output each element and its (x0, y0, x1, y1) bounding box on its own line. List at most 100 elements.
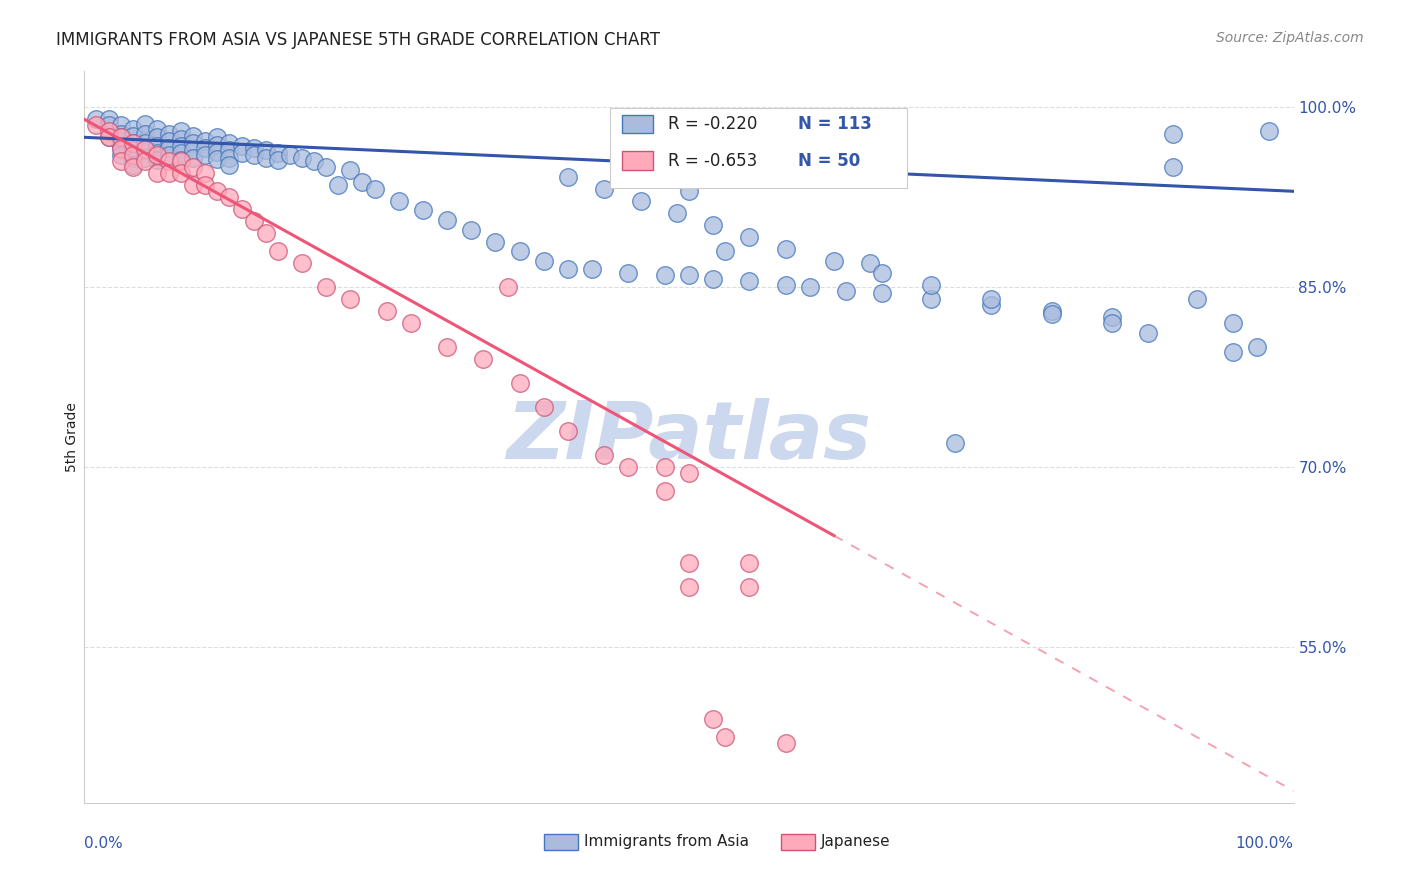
Point (702, 272, 724, 286)
Point (121, 122, 143, 136)
Text: N = 113: N = 113 (797, 115, 872, 133)
Point (121, 129, 143, 144)
Text: Source: ZipAtlas.com: Source: ZipAtlas.com (1216, 31, 1364, 45)
Point (121, 144, 143, 158)
Point (218, 158, 240, 172)
Point (678, 580, 700, 594)
Point (242, 148, 264, 162)
Point (302, 154, 325, 169)
Point (339, 162, 361, 177)
Point (218, 144, 240, 158)
Point (738, 274, 761, 288)
Point (1185, 292, 1208, 306)
Point (980, 292, 1002, 306)
Point (278, 148, 301, 162)
Point (943, 436, 966, 450)
Point (823, 253, 845, 268)
Point (702, 218, 724, 232)
Text: IMMIGRANTS FROM ASIA VS JAPANESE 5TH GRADE CORRELATION CHART: IMMIGRANTS FROM ASIA VS JAPANESE 5TH GRA… (56, 31, 661, 49)
Point (121, 136, 143, 151)
Point (242, 141, 264, 155)
Point (617, 460, 640, 475)
Point (157, 154, 180, 169)
Point (436, 340, 458, 354)
Point (291, 151, 314, 165)
Point (1258, 124, 1281, 138)
Point (267, 145, 290, 160)
Point (110, 127, 132, 141)
Point (207, 137, 229, 152)
Point (775, 736, 797, 750)
Point (157, 141, 180, 155)
Point (170, 131, 193, 145)
Point (678, 268, 700, 283)
Point (110, 134, 132, 148)
Point (110, 154, 132, 169)
Point (170, 145, 193, 160)
Point (134, 136, 156, 151)
Point (194, 178, 217, 193)
Point (920, 277, 942, 292)
Point (678, 184, 700, 198)
Point (146, 153, 169, 167)
Point (254, 151, 277, 165)
Point (533, 400, 555, 414)
Text: R = -0.220: R = -0.220 (668, 115, 758, 133)
Point (194, 134, 217, 148)
Point (799, 280, 821, 294)
Point (157, 127, 180, 141)
Point (146, 122, 169, 136)
Point (146, 145, 169, 160)
Point (110, 142, 132, 156)
Point (1222, 316, 1244, 330)
Point (170, 124, 193, 138)
Point (291, 256, 314, 270)
Point (1222, 345, 1244, 359)
Point (194, 166, 217, 180)
Point (207, 130, 229, 145)
Point (654, 483, 676, 498)
Point (86, 118, 108, 132)
Point (134, 127, 156, 141)
Point (110, 130, 132, 145)
Point (134, 151, 156, 165)
Point (181, 129, 204, 144)
Point (170, 154, 193, 169)
Point (399, 316, 422, 330)
Point (472, 352, 495, 367)
Point (557, 424, 579, 438)
Point (231, 145, 253, 160)
Point (121, 161, 143, 175)
Point (218, 136, 240, 151)
Point (146, 166, 169, 180)
Point (97, 118, 120, 132)
Point (339, 292, 361, 306)
Point (207, 184, 229, 198)
Point (181, 178, 204, 193)
Text: ZIPatlas: ZIPatlas (506, 398, 872, 476)
Point (181, 161, 204, 175)
Point (509, 376, 531, 391)
Point (1101, 316, 1123, 330)
Point (436, 213, 458, 227)
Point (557, 262, 579, 277)
Point (267, 244, 290, 259)
Point (533, 253, 555, 268)
Point (157, 148, 180, 162)
Point (1161, 161, 1184, 175)
Point (170, 138, 193, 153)
FancyBboxPatch shape (610, 108, 907, 188)
Point (678, 556, 700, 570)
Point (1040, 304, 1063, 318)
Point (134, 142, 156, 156)
Text: R = -0.653: R = -0.653 (668, 152, 758, 169)
Point (121, 158, 143, 172)
Point (110, 141, 132, 155)
Point (218, 151, 240, 165)
Point (1161, 127, 1184, 141)
Point (157, 134, 180, 148)
FancyBboxPatch shape (780, 834, 814, 850)
Point (581, 262, 603, 277)
FancyBboxPatch shape (623, 152, 652, 169)
Point (352, 175, 374, 189)
